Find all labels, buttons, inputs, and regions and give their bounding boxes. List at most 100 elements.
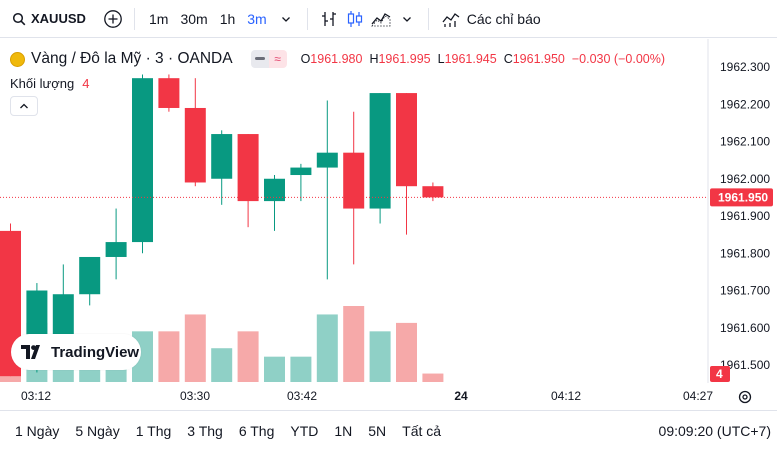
area-chart-icon	[370, 12, 391, 26]
chevron-down-icon	[402, 16, 411, 22]
compare-symbol-button[interactable]	[100, 6, 126, 32]
legend-actions[interactable]: ≈	[250, 50, 287, 68]
area-chart-type-button[interactable]	[368, 6, 394, 32]
candle-body[interactable]	[343, 152, 365, 209]
candle-body[interactable]	[158, 78, 180, 108]
volume-badge	[710, 366, 730, 382]
price-tick-label: 1961.700	[720, 284, 770, 298]
divider	[427, 7, 429, 30]
price-tick-label: 1962.300	[720, 60, 770, 74]
range-all[interactable]: Tất cả	[402, 423, 442, 439]
time-label: 03:30	[179, 389, 211, 403]
volume-badge-label: 4	[716, 367, 723, 381]
symbol-label: XAUUSD	[31, 11, 86, 26]
interval-1h[interactable]: 1h	[219, 10, 236, 27]
interval-30m[interactable]: 30m	[180, 10, 208, 27]
volume-legend: Khối lượng 4	[10, 76, 89, 91]
close-key: C	[503, 52, 513, 66]
candle-body[interactable]	[396, 93, 417, 187]
search-icon	[12, 12, 26, 25]
time-axis[interactable]: 03:12 03:30 03:42 24 04:12 04:27	[0, 383, 713, 409]
volume-bar	[237, 331, 259, 382]
gear-icon[interactable]	[736, 388, 754, 406]
volume-value: 4	[82, 76, 90, 91]
candle-body[interactable]	[184, 107, 206, 183]
gold-coin-icon	[10, 51, 25, 67]
candle-body[interactable]	[237, 134, 259, 202]
clock-timezone[interactable]: 09:09:20 (UTC+7)	[658, 423, 771, 439]
candle-body[interactable]	[290, 167, 312, 176]
interval-3m[interactable]: 3m	[247, 10, 267, 27]
tradingview-icon	[21, 345, 40, 359]
candle-body[interactable]	[369, 93, 391, 209]
time-label: 03:12	[20, 389, 52, 403]
range-5y[interactable]: 5N	[368, 423, 387, 439]
candle-body[interactable]	[52, 294, 74, 339]
close-value: 1961.950	[512, 52, 565, 66]
candles-icon	[347, 10, 362, 27]
range-1m[interactable]: 1 Thg	[135, 423, 172, 439]
volume-bar	[396, 322, 417, 382]
bars-icon	[321, 11, 336, 26]
collapse-legend-button[interactable]	[10, 96, 38, 116]
volume-bar	[369, 331, 391, 382]
range-3m[interactable]: 3 Thg	[187, 423, 223, 439]
high-value: 1961.995	[378, 52, 431, 66]
range-5d[interactable]: 5 Ngày	[75, 423, 120, 439]
minus-icon[interactable]	[250, 50, 269, 68]
candle-body[interactable]	[105, 242, 127, 257]
range-ytd[interactable]: YTD	[290, 423, 319, 439]
chart-type-dropdown[interactable]	[394, 6, 420, 32]
volume-bar	[158, 331, 180, 382]
candle-body[interactable]	[264, 178, 285, 202]
volume-bar	[343, 306, 365, 382]
price-tick-label: 1961.900	[720, 209, 770, 223]
tradingview-logo[interactable]: TradingView	[11, 334, 141, 370]
candles-chart-type-button[interactable]	[342, 6, 368, 32]
range-6m[interactable]: 6 Thg	[238, 423, 275, 439]
candle-body[interactable]	[211, 134, 233, 179]
price-tick-label: 1962.100	[720, 135, 770, 149]
range-1d[interactable]: 1 Ngày	[15, 423, 60, 439]
candle-body[interactable]	[422, 186, 444, 198]
volume-bar	[264, 356, 285, 382]
indicators-label: Các chỉ báo	[466, 10, 541, 27]
series-title[interactable]: Vàng / Đô la Mỹ · 3 · OANDA	[31, 50, 233, 67]
change-value: −0.030 (−0.00%)	[571, 52, 665, 66]
time-label: 03:42	[286, 389, 318, 403]
price-tick-label: 1962.000	[720, 172, 770, 186]
range-1y[interactable]: 1N	[334, 423, 353, 439]
candle-body[interactable]	[132, 78, 153, 243]
symbol-search[interactable]: XAUUSD	[0, 0, 100, 38]
low-key: L	[437, 52, 445, 66]
plus-circle-icon	[104, 9, 122, 28]
high-key: H	[369, 52, 379, 66]
price-tick-label: 1961.600	[720, 321, 770, 335]
volume-bar	[316, 314, 338, 382]
candle-body[interactable]	[79, 256, 101, 295]
divider	[306, 7, 308, 30]
open-value: 1961.980	[310, 52, 363, 66]
interval-1m[interactable]: 1m	[149, 10, 169, 27]
chevron-down-icon	[281, 16, 290, 22]
time-label: 04:12	[550, 389, 582, 403]
volume-bar	[184, 314, 206, 382]
price-tick-label: 1961.800	[720, 246, 770, 260]
divider	[134, 7, 135, 30]
bar-chart-type-button[interactable]	[316, 6, 342, 32]
approx-icon[interactable]: ≈	[268, 50, 287, 68]
price-tick-label: 1962.200	[720, 97, 770, 111]
indicators-button[interactable]: Các chỉ báo	[437, 0, 541, 38]
current-price-badge	[710, 188, 773, 207]
price-tick-label: 1961.500	[720, 358, 770, 372]
brand-name: TradingView	[51, 343, 140, 361]
candle-body[interactable]	[316, 152, 338, 168]
time-label: 04:27	[682, 389, 714, 403]
current-price-label: 1961.950	[718, 190, 768, 204]
interval-dropdown[interactable]	[273, 6, 299, 32]
price-chart[interactable]: 1962.300 1962.200 1962.100 1962.000 1961.900…	[0, 39, 777, 383]
volume-bar	[211, 348, 233, 382]
volume-label[interactable]: Khối lượng	[10, 76, 75, 91]
time-label: 24	[454, 389, 468, 403]
volume-bar	[422, 373, 444, 382]
